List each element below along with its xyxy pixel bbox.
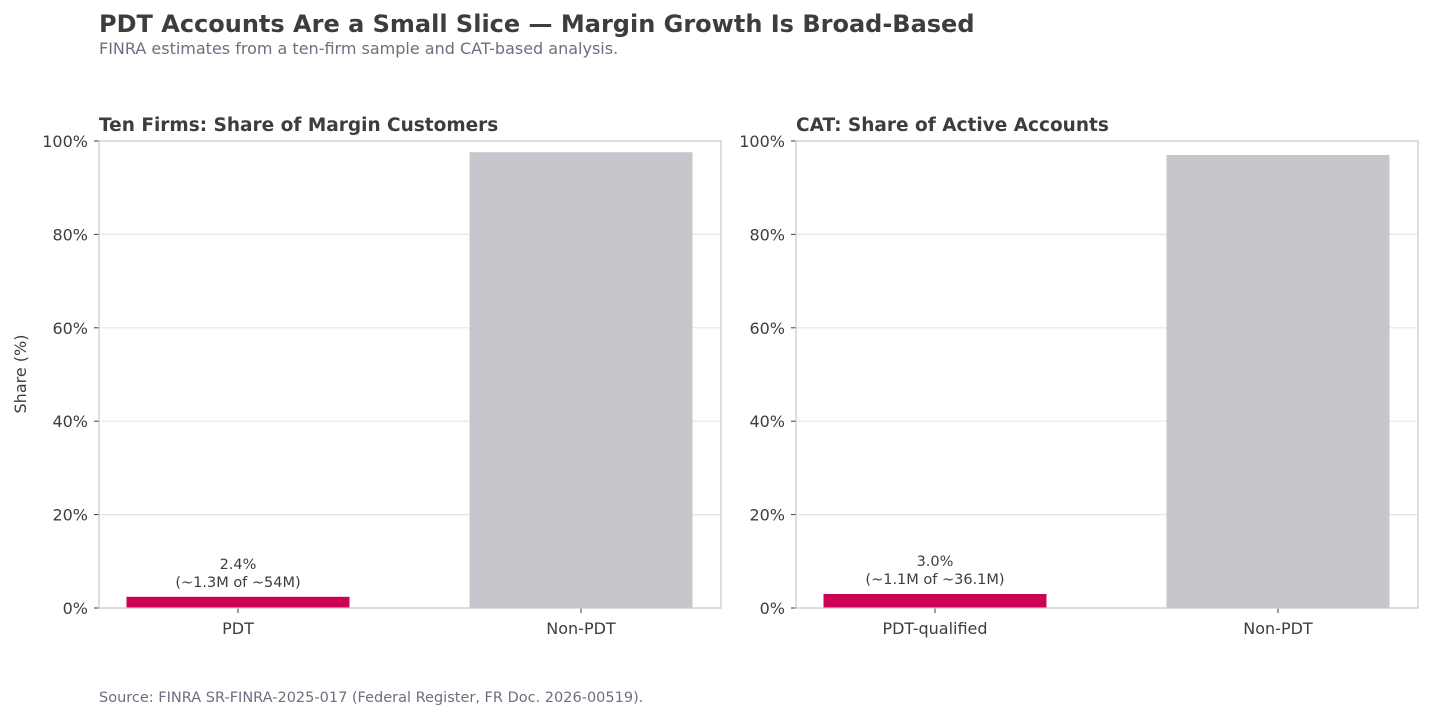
data-label-value: 3.0% [917, 554, 954, 570]
y-tick-label: 60% [52, 319, 88, 338]
data-label-detail: (~1.1M of ~36.1M) [865, 572, 1004, 588]
data-label-value: 2.4% [220, 557, 257, 573]
chart-subtitle: FINRA estimates from a ten-firm sample a… [99, 39, 618, 58]
y-tick-label: 0% [63, 599, 88, 618]
y-axis-label: Share (%) [11, 335, 30, 414]
bar-non-pdt [1166, 155, 1390, 608]
x-tick-label: Non-PDT [1243, 619, 1313, 638]
y-tick-label: 80% [52, 225, 88, 244]
y-tick-label: 20% [749, 506, 785, 525]
data-label-detail: (~1.3M of ~54M) [175, 575, 300, 591]
panel-ten-firms: Ten Firms: Share of Margin Customers 0% 20… [42, 115, 722, 638]
x-tick-label: Non-PDT [546, 619, 616, 638]
y-tick-label: 80% [749, 225, 785, 244]
y-tick-label: 60% [749, 319, 785, 338]
chart-title: PDT Accounts Are a Small Slice — Margin … [99, 10, 975, 38]
y-tick-label: 40% [52, 412, 88, 431]
x-tick-label: PDT [222, 619, 254, 638]
bar-pdt-qualified [823, 593, 1047, 608]
axes-frame [795, 140, 1419, 609]
panel-title: Ten Firms: Share of Margin Customers [99, 115, 498, 136]
y-tick-label: 20% [52, 506, 88, 525]
panel-title: CAT: Share of Active Accounts [796, 115, 1109, 136]
y-tick-label: 100% [739, 132, 785, 151]
y-tick-label: 100% [42, 132, 88, 151]
panel-cat: CAT: Share of Active Accounts 0% 20% 40% 60%… [739, 115, 1419, 638]
axes-frame [98, 140, 722, 609]
bar-non-pdt [469, 152, 693, 608]
y-tick-label: 40% [749, 412, 785, 431]
x-tick-label: PDT-qualified [882, 619, 987, 638]
source-note: Source: FINRA SR-FINRA-2025-017 (Federal… [99, 690, 643, 706]
y-tick-label: 0% [760, 599, 785, 618]
bar-pdt [126, 596, 350, 608]
